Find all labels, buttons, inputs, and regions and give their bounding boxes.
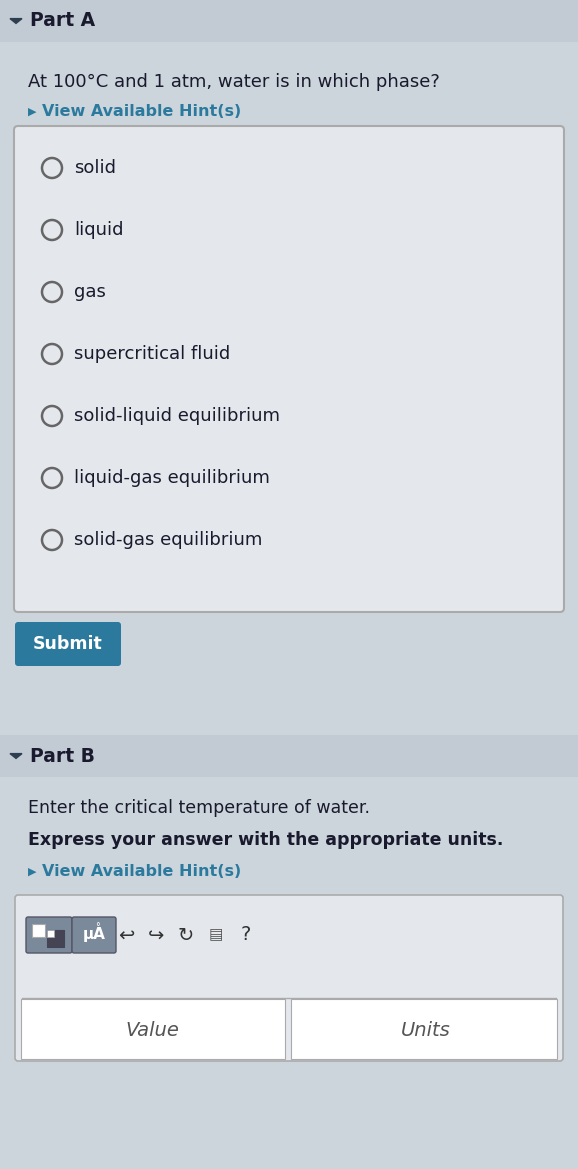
Text: solid-liquid equilibrium: solid-liquid equilibrium: [74, 407, 280, 426]
Text: Value: Value: [125, 1021, 179, 1039]
FancyBboxPatch shape: [14, 126, 564, 613]
Text: Enter the critical temperature of water.: Enter the critical temperature of water.: [28, 798, 370, 817]
Polygon shape: [10, 19, 22, 23]
FancyBboxPatch shape: [21, 999, 285, 1059]
Text: Submit: Submit: [33, 635, 103, 653]
Text: ?: ?: [241, 926, 251, 945]
Text: ↻: ↻: [178, 926, 194, 945]
Text: °: °: [95, 922, 101, 932]
FancyBboxPatch shape: [47, 931, 54, 938]
Text: ↩: ↩: [118, 926, 134, 945]
Text: ↪: ↪: [148, 926, 164, 945]
FancyBboxPatch shape: [0, 0, 578, 42]
Text: View Available Hint(s): View Available Hint(s): [42, 865, 241, 879]
FancyBboxPatch shape: [32, 924, 45, 938]
Text: liquid: liquid: [74, 221, 124, 238]
Text: solid: solid: [74, 159, 116, 177]
FancyBboxPatch shape: [26, 916, 72, 953]
FancyBboxPatch shape: [15, 622, 121, 666]
Text: ▶: ▶: [28, 867, 36, 877]
Text: ▶: ▶: [28, 108, 36, 117]
Text: liquid-gas equilibrium: liquid-gas equilibrium: [74, 469, 270, 487]
Text: View Available Hint(s): View Available Hint(s): [42, 104, 241, 119]
FancyBboxPatch shape: [72, 916, 116, 953]
FancyBboxPatch shape: [0, 735, 578, 777]
Text: gas: gas: [74, 283, 106, 300]
Text: Express your answer with the appropriate units.: Express your answer with the appropriate…: [28, 831, 503, 849]
Text: Units: Units: [401, 1021, 450, 1039]
FancyBboxPatch shape: [15, 895, 563, 1061]
Text: solid-gas equilibrium: solid-gas equilibrium: [74, 531, 262, 549]
Text: Part B: Part B: [30, 747, 95, 766]
FancyBboxPatch shape: [47, 931, 64, 947]
Text: Part A: Part A: [30, 12, 95, 30]
Polygon shape: [10, 754, 22, 759]
Text: ▤: ▤: [209, 927, 223, 942]
Text: At 100°C and 1 atm, water is in which phase?: At 100°C and 1 atm, water is in which ph…: [28, 72, 440, 91]
FancyBboxPatch shape: [291, 999, 557, 1059]
Text: supercritical fluid: supercritical fluid: [74, 345, 230, 364]
Text: μA: μA: [83, 927, 105, 942]
